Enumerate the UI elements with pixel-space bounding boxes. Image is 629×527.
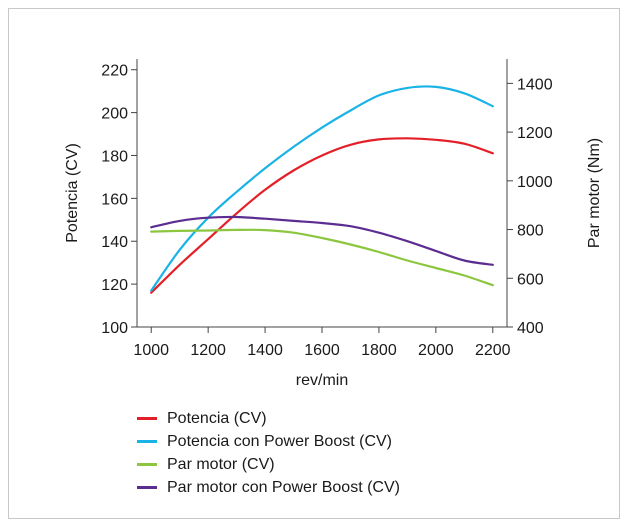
x-tick-label: 2000 bbox=[418, 342, 454, 359]
x-axis-label: rev/min bbox=[296, 372, 348, 389]
x-tick-label: 1800 bbox=[361, 342, 397, 359]
y-right-tick-label: 400 bbox=[517, 320, 544, 337]
chart-frame: 100 120 140 160 180 200 220 400 600 800 1000 1200 14… bbox=[8, 8, 620, 519]
legend-label: Potencia (CV) bbox=[167, 409, 267, 427]
y-right-tick-label: 600 bbox=[517, 271, 544, 288]
x-tick-label: 2200 bbox=[475, 342, 511, 359]
x-tick-label: 1000 bbox=[133, 342, 169, 359]
x-tick-label: 1200 bbox=[190, 342, 226, 359]
legend-item-potencia: Potencia (CV) bbox=[137, 407, 400, 430]
y-left-tick-label: 200 bbox=[101, 106, 128, 123]
legend-label: Potencia con Power Boost (CV) bbox=[167, 432, 392, 450]
legend-swatch bbox=[137, 440, 157, 443]
y-left-tick-label: 140 bbox=[101, 234, 128, 251]
y-right-tick-label: 800 bbox=[517, 223, 544, 240]
series-line-3 bbox=[150, 215, 494, 266]
legend: Potencia (CV) Potencia con Power Boost (… bbox=[137, 407, 400, 499]
legend-item-par-motor-power-boost: Par motor con Power Boost (CV) bbox=[137, 476, 400, 499]
legend-item-potencia-power-boost: Potencia con Power Boost (CV) bbox=[137, 430, 400, 453]
legend-swatch bbox=[137, 486, 157, 489]
line-chart: 100 120 140 160 180 200 220 400 600 800 1000 1200 14… bbox=[64, 59, 603, 389]
y-left-tick-label: 100 bbox=[101, 320, 128, 337]
series-lines bbox=[150, 85, 494, 294]
axes bbox=[131, 59, 513, 333]
tick-labels: 100 120 140 160 180 200 220 400 600 800 1000 1200 14… bbox=[101, 63, 552, 359]
series-line-1 bbox=[150, 85, 494, 292]
y-left-tick-label: 160 bbox=[101, 191, 128, 208]
y-left-tick-label: 120 bbox=[101, 277, 128, 294]
x-tick-label: 1600 bbox=[304, 342, 340, 359]
legend-swatch bbox=[137, 417, 157, 420]
y-right-tick-label: 1400 bbox=[517, 76, 553, 93]
y-axis-right-label: Par motor (Nm) bbox=[586, 138, 603, 248]
y-right-tick-label: 1000 bbox=[517, 174, 553, 191]
series-line-0 bbox=[150, 137, 494, 294]
y-right-tick-label: 1200 bbox=[517, 125, 553, 142]
y-left-tick-label: 180 bbox=[101, 148, 128, 165]
legend-label: Par motor (CV) bbox=[167, 455, 275, 473]
x-tick-label: 1400 bbox=[247, 342, 283, 359]
y-left-tick-label: 220 bbox=[101, 63, 128, 80]
legend-swatch bbox=[137, 463, 157, 466]
legend-label: Par motor con Power Boost (CV) bbox=[167, 478, 400, 496]
y-axis-left-label: Potencia (CV) bbox=[64, 143, 81, 243]
legend-item-par-motor: Par motor (CV) bbox=[137, 453, 400, 476]
series-line-2 bbox=[150, 228, 494, 287]
